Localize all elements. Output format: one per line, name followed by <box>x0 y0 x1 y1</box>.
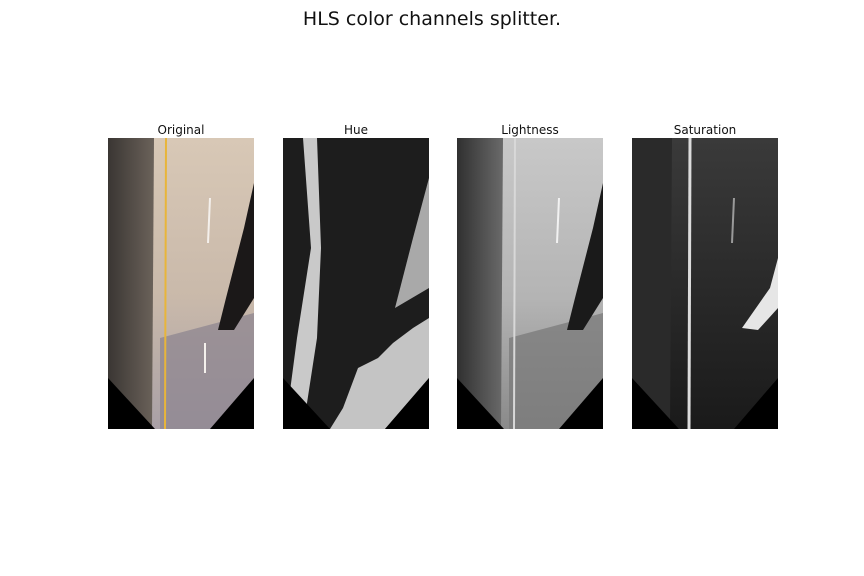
original-image <box>108 138 254 429</box>
hue-right-region <box>395 178 429 308</box>
left-wall <box>108 138 154 429</box>
lane-dash <box>556 197 560 244</box>
right-vehicle <box>218 183 254 330</box>
shadow-area <box>509 313 603 429</box>
mask-right <box>734 378 778 429</box>
panel-label-lightness: Lightness <box>501 123 559 137</box>
panel-lightness: Lightness <box>457 122 603 429</box>
mask-right <box>210 378 254 429</box>
panel-hue: Hue <box>283 122 429 429</box>
saturation-image <box>632 138 778 429</box>
panel-label-hue: Hue <box>343 123 368 137</box>
lane-dash <box>207 197 211 244</box>
panel-label-saturation: Saturation <box>673 123 737 137</box>
hue-image <box>283 138 429 429</box>
mask-left <box>108 378 155 429</box>
lane-line <box>687 138 692 429</box>
mask-left <box>632 378 679 429</box>
mask-left <box>457 378 504 429</box>
bright-patch <box>742 258 778 330</box>
hue-left-band <box>285 138 321 429</box>
panel-original: Original <box>108 122 254 429</box>
hue-bottom-region <box>330 318 429 429</box>
mask-right <box>385 378 429 429</box>
left-wall <box>632 138 672 429</box>
panel-saturation: Saturation <box>632 122 778 429</box>
left-wall <box>457 138 503 429</box>
panel-label-original: Original <box>157 123 205 137</box>
lane-line <box>164 138 167 429</box>
right-vehicle <box>567 183 603 330</box>
mask-right <box>559 378 603 429</box>
figure-title: HLS color channels splitter. <box>302 8 562 30</box>
lane-line <box>513 138 516 429</box>
lightness-image <box>457 138 603 429</box>
shadow-area <box>160 313 254 429</box>
mask-left <box>283 378 330 429</box>
lane-dash <box>731 197 735 244</box>
